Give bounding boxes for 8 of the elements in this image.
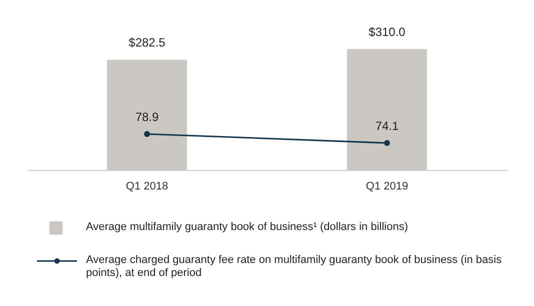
data-label: 74.1 [375, 119, 399, 133]
data-label: $310.0 [368, 25, 406, 39]
x-tick-label: Q1 2018 [126, 180, 168, 192]
legend-label: Average multifamily guaranty book of business¹ (dollars in billions) [86, 221, 408, 233]
data-label: 78.9 [135, 110, 159, 124]
legend-label: Average charged guaranty fee rate on multifamily guaranty book of business (in basis points), at end of period [86, 254, 502, 279]
data-label: $282.5 [128, 36, 166, 50]
x-tick-label: Q1 2019 [366, 180, 408, 192]
